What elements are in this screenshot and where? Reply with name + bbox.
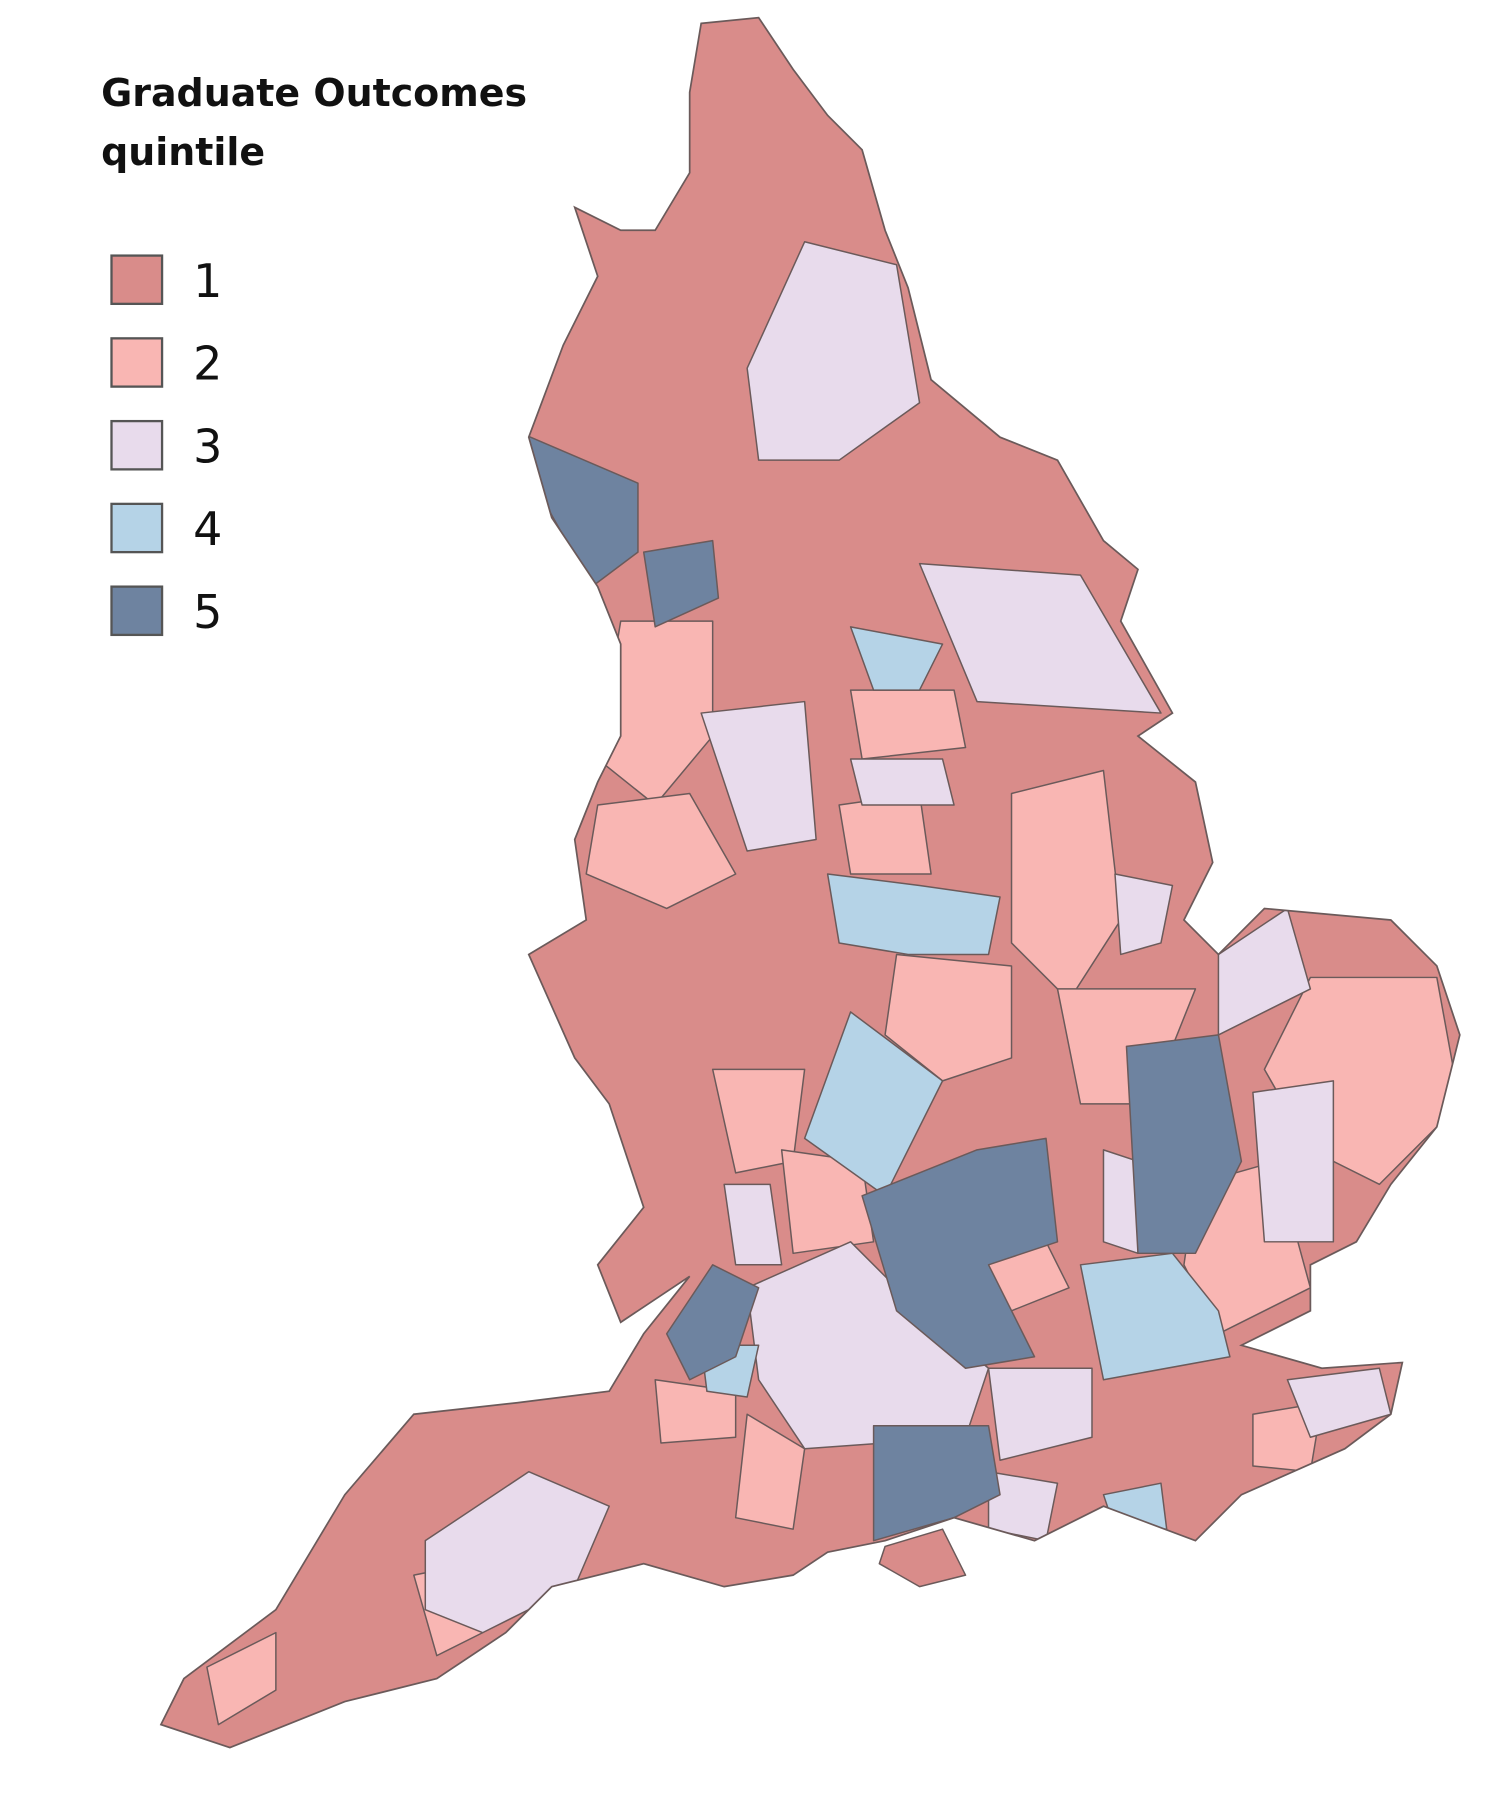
legend-label: 2 xyxy=(193,337,222,391)
region xyxy=(987,1367,1093,1461)
region xyxy=(1010,769,1122,1002)
england-outline xyxy=(159,16,1461,1749)
legend-label: 5 xyxy=(193,585,222,639)
region xyxy=(884,953,1013,1082)
region xyxy=(826,873,1001,956)
region xyxy=(918,562,1162,714)
legend-swatch xyxy=(110,254,164,306)
region xyxy=(1114,873,1174,956)
legend-swatch xyxy=(110,502,164,554)
region xyxy=(734,1413,806,1530)
legend-label: 4 xyxy=(193,502,222,556)
region xyxy=(1079,1252,1231,1381)
legend-label: 3 xyxy=(193,419,222,473)
region xyxy=(665,1264,760,1381)
isle-of-wight xyxy=(878,1528,967,1588)
legend-title: quintile xyxy=(101,130,265,174)
region xyxy=(746,1241,990,1450)
legend-swatch xyxy=(110,585,164,637)
region xyxy=(723,1183,783,1266)
region xyxy=(206,1631,277,1726)
region xyxy=(849,758,955,806)
region xyxy=(585,792,737,910)
legend-swatch xyxy=(110,419,164,471)
region xyxy=(861,1137,1059,1370)
region xyxy=(849,626,944,691)
region xyxy=(1217,907,1312,1036)
region xyxy=(700,700,817,852)
region xyxy=(642,539,720,628)
region xyxy=(1125,1034,1243,1255)
legend: Graduate Outcomes quintile 1 2 3 4 5 xyxy=(101,71,527,639)
legend-label: 1 xyxy=(193,254,222,308)
region xyxy=(872,1424,1001,1542)
legend-title: Graduate Outcomes xyxy=(101,71,527,115)
legend-swatch xyxy=(110,337,164,388)
region xyxy=(1252,1080,1335,1243)
region xyxy=(849,689,967,760)
region xyxy=(746,241,921,461)
